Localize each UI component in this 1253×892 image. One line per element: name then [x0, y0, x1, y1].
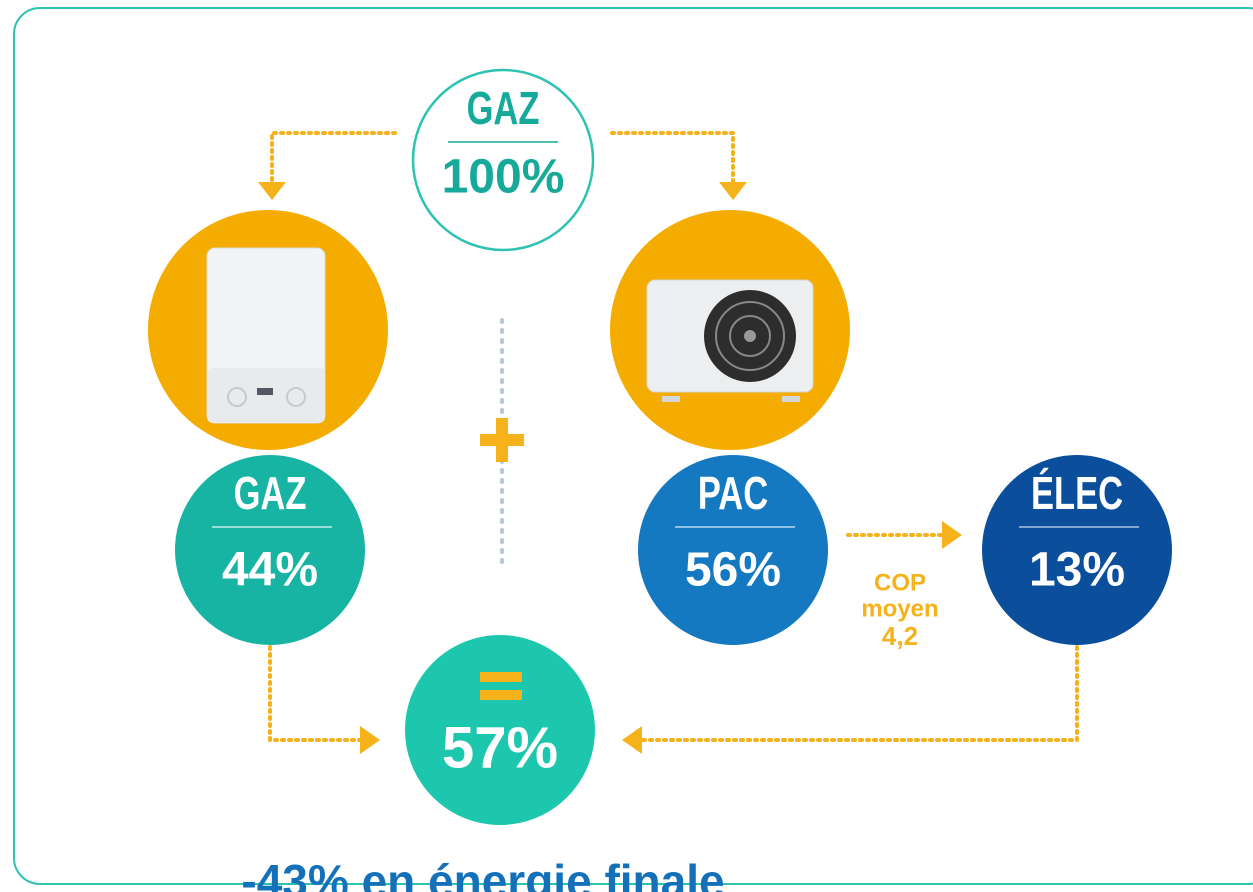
fan-hub: [744, 330, 756, 342]
node-circle: [982, 455, 1172, 645]
node-label: ÉLEC: [1031, 467, 1123, 519]
node-value: 57%: [442, 715, 558, 780]
cop-text: moyen: [861, 595, 938, 622]
node-value: 13%: [1029, 544, 1125, 597]
node-circle: [411, 68, 595, 252]
connector: [640, 638, 1079, 742]
equals-sign: [480, 690, 522, 700]
node-value: 44%: [222, 544, 318, 597]
node-label: PAC: [698, 467, 768, 519]
cop-text: COP: [874, 569, 926, 596]
equals-sign: [480, 672, 522, 682]
connector: [610, 131, 735, 184]
caption: -43% en énergie finale: [241, 855, 724, 892]
boiler-panel: [207, 368, 325, 423]
node-label: GAZ: [234, 467, 307, 519]
node-circle: [175, 455, 365, 645]
boiler-knob: [227, 387, 247, 407]
node-circle: [638, 455, 828, 645]
arrow: [719, 182, 747, 200]
connectors: [258, 131, 1079, 754]
arrow: [622, 726, 642, 754]
foot: [782, 396, 800, 402]
node-value: 56%: [685, 544, 781, 597]
boiler-display: [257, 388, 273, 395]
cop-text: 4,2: [882, 621, 918, 651]
plus-sign: [480, 434, 524, 446]
node-label: GAZ: [467, 82, 540, 134]
connector: [270, 131, 397, 184]
arrow: [258, 182, 286, 200]
arrow: [942, 521, 962, 549]
node-value: 100%: [442, 151, 565, 204]
frame: [13, 7, 1253, 885]
connector: [268, 638, 362, 742]
arrow: [360, 726, 380, 754]
foot: [662, 396, 680, 402]
boiler-knob: [286, 387, 306, 407]
fan-grill: [729, 315, 771, 357]
fan-grill: [715, 301, 785, 371]
node-circle: [405, 635, 595, 825]
